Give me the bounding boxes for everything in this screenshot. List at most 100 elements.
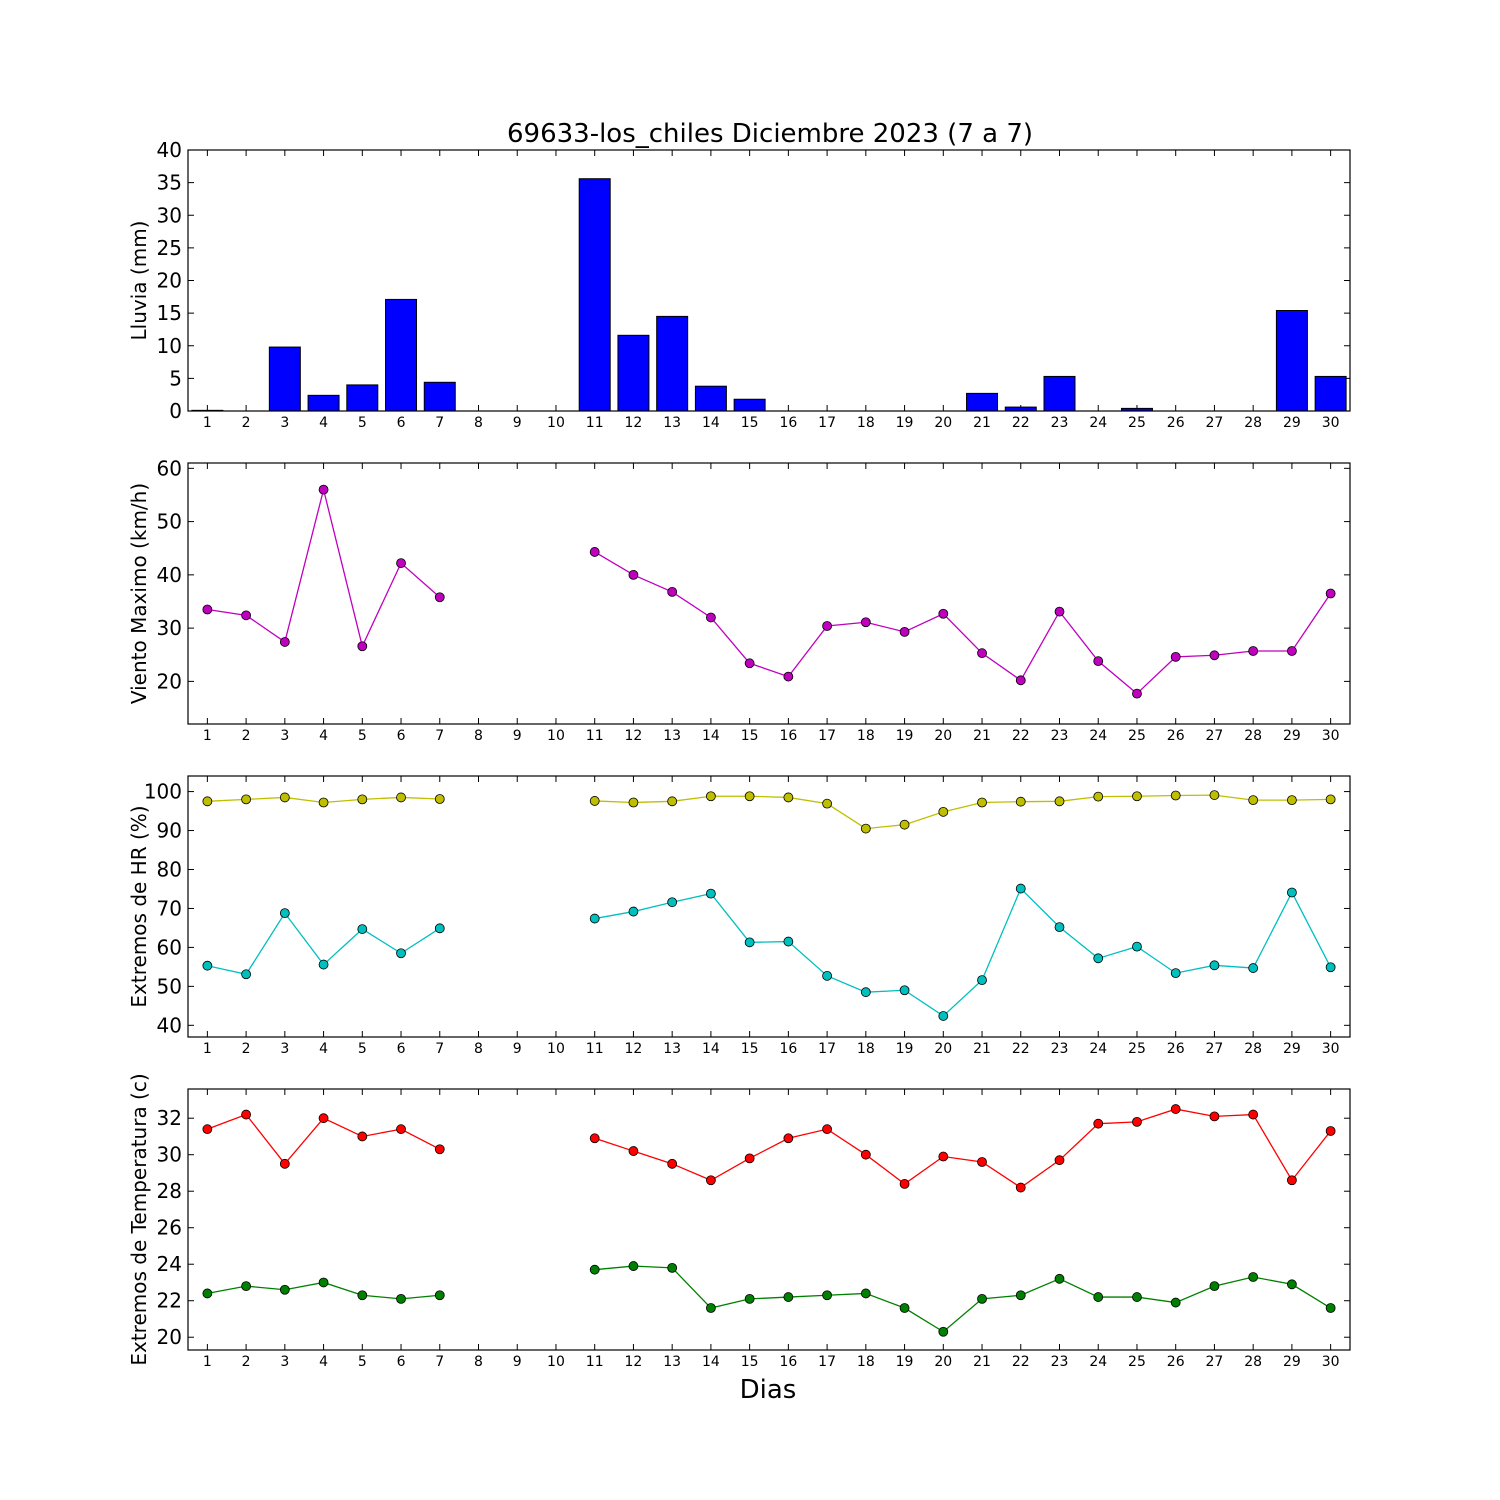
data-point [1054,606,1065,617]
data-point [1248,646,1259,656]
data-point [628,569,639,580]
x-tick-label: 19 [896,1354,914,1370]
x-tick-label: 5 [358,1354,367,1370]
data-point [241,1281,252,1292]
data-point [1170,790,1181,801]
data-point [1287,795,1297,806]
data-point [938,1151,949,1162]
x-tick-label: 30 [1322,415,1340,431]
bar [1275,310,1308,412]
y-tick-label: 60 [157,456,182,480]
data-point [1170,968,1181,979]
data-point [706,612,716,623]
y-tick-label: 40 [157,138,182,162]
y-axis-label: Viento Maximo (km/h) [127,483,151,704]
x-tick-label: 26 [1167,415,1185,431]
bar [656,315,689,412]
data-point [1209,650,1220,661]
data-point [396,558,406,569]
data-point [1132,1292,1142,1302]
y-tick-label: 90 [157,819,182,843]
x-tick-label: 3 [280,1354,289,1370]
x-tick-label: 1 [203,1354,212,1370]
data-point [938,608,949,619]
data-point [357,641,368,652]
y-tick-label: 80 [157,857,182,881]
chart-title: 69633-los_chiles Diciembre 2023 (7 a 7) [507,119,1033,149]
bar [307,394,340,412]
data-point [1248,795,1259,806]
data-point [1248,1272,1259,1282]
x-tick-label: 14 [702,1354,720,1370]
y-tick-label: 5 [169,366,182,390]
x-tick-label: 18 [857,1041,875,1057]
data-point [318,959,329,970]
data-point [202,604,213,615]
x-tick-label: 7 [435,1354,444,1370]
x-tick-label: 29 [1283,1354,1301,1370]
x-tick-label: 28 [1244,728,1262,744]
data-point [279,1158,290,1169]
x-tick-label: 26 [1167,728,1185,744]
data-point [1325,588,1336,599]
data-point [822,970,832,981]
x-tick-label: 25 [1128,1354,1146,1370]
data-point [1209,1111,1220,1122]
data-point [860,987,871,998]
data-point [434,923,445,934]
x-tick-label: 30 [1322,728,1340,744]
y-tick-label: 50 [157,974,182,998]
data-point [667,587,678,597]
x-tick-label: 22 [1012,415,1030,431]
x-tick-label: 27 [1206,728,1224,744]
data-point [1054,922,1065,933]
x-tick-label: 6 [397,728,406,744]
series-line [594,794,1331,830]
x-tick-label: 11 [586,728,604,744]
data-point [357,1290,368,1301]
data-point [938,806,949,817]
x-tick-label: 26 [1167,1354,1185,1370]
data-point [1287,887,1297,898]
y-tick-label: 30 [157,1143,182,1167]
data-point [202,1124,213,1135]
data-point [279,792,290,803]
y-tick-label: 35 [157,171,182,195]
y-tick-label: 70 [157,896,182,920]
x-tick-label: 28 [1244,1041,1262,1057]
x-tick-label: 11 [586,1354,604,1370]
x-tick-label: 10 [547,728,565,744]
x-tick-label: 20 [934,415,952,431]
data-point [667,1158,678,1169]
x-tick-label: 20 [934,1354,952,1370]
x-tick-label: 6 [397,415,406,431]
bar [268,346,301,412]
data-point [1325,794,1336,805]
y-tick-label: 22 [157,1289,182,1313]
x-tick-label: 28 [1244,1354,1262,1370]
x-tick-label: 7 [435,1041,444,1057]
data-point [783,792,794,803]
y-tick-label: 28 [157,1179,182,1203]
series-line [594,887,1332,1017]
series-line [594,1265,1331,1333]
data-point [202,960,213,971]
x-tick-label: 1 [203,415,212,431]
data-point [783,1292,794,1302]
x-tick-label: 4 [319,1041,328,1057]
x-tick-label: 9 [513,1041,522,1057]
x-tick-label: 30 [1322,1354,1340,1370]
data-point [1015,1182,1026,1193]
x-tick-label: 13 [663,1041,681,1057]
x-tick-label: 22 [1012,728,1030,744]
x-tick-label: 5 [358,415,367,431]
data-point [628,797,639,808]
x-tick-label: 20 [934,1041,952,1057]
x-tick-label: 5 [358,1041,367,1057]
data-point [744,937,755,948]
data-point [279,908,290,919]
data-point [202,796,213,807]
